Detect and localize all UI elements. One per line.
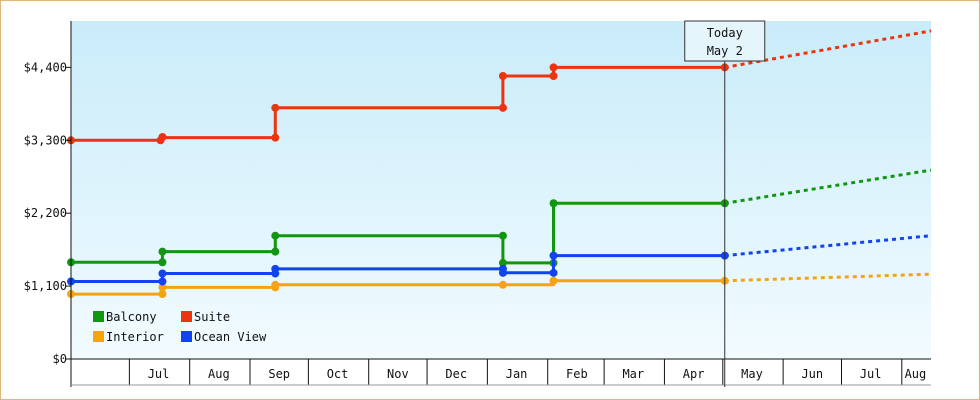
data-point-suite	[158, 132, 167, 141]
x-tick-label: Mar	[622, 367, 644, 381]
plot-area	[71, 21, 931, 359]
data-point-suite	[549, 72, 558, 81]
today-date: May 2	[707, 44, 743, 58]
data-point-suite	[498, 103, 507, 112]
y-tick-label: $0	[53, 352, 67, 366]
data-point-interior	[549, 276, 558, 285]
data-point-ocean-view	[549, 268, 558, 277]
series-balcony	[67, 168, 932, 267]
x-tick-label: Jun	[801, 367, 823, 381]
x-tick-label: Dec	[445, 367, 467, 381]
legend-swatch-ocean-view	[181, 331, 192, 342]
data-point-balcony	[158, 247, 167, 256]
data-point-interior	[158, 290, 167, 299]
x-tick-label: Apr	[683, 367, 705, 381]
data-point-ocean-view	[498, 268, 507, 277]
data-point-suite	[549, 63, 558, 72]
x-tick-label: Aug	[208, 367, 230, 381]
y-tick-label: $3,300	[24, 133, 67, 147]
data-point-ocean-view	[158, 269, 167, 278]
y-tick-label: $2,200	[24, 206, 67, 220]
series-forecast-interior	[724, 272, 932, 283]
series-forecast-balcony	[724, 168, 932, 205]
x-tick-label: May	[741, 367, 763, 381]
x-tick-label: Oct	[327, 367, 349, 381]
legend-swatch-balcony	[93, 311, 104, 322]
legend-label-ocean-view: Ocean View	[194, 330, 267, 344]
legend-label-balcony: Balcony	[106, 310, 157, 324]
series-forecast-ocean-view	[724, 234, 932, 258]
data-point-ocean-view	[549, 251, 558, 260]
month-bands	[128, 359, 903, 385]
data-point-ocean-view	[158, 277, 167, 286]
today-marker: Today May 2	[684, 20, 766, 387]
data-point-ocean-view	[271, 264, 280, 273]
today-label-box	[684, 20, 766, 62]
legend: Balcony Suite Interior Ocean View	[93, 310, 267, 344]
data-point-suite	[498, 72, 507, 81]
data-point-balcony	[498, 258, 507, 267]
x-tick-label: Jan	[506, 367, 528, 381]
data-point-suite	[271, 103, 280, 112]
x-tick-label: Sep	[268, 367, 290, 381]
data-point-balcony	[498, 231, 507, 240]
data-point-interior	[498, 280, 507, 289]
data-point-interior	[271, 280, 280, 289]
axis-layer: $0 $1,100 $2,200 $3,300 $4,400 Jul Aug Sep Oct No…	[24, 21, 931, 387]
y-tick-label: $4,400	[24, 60, 67, 74]
today-label: Today	[707, 26, 743, 40]
data-point-balcony	[271, 247, 280, 256]
data-point-suite	[271, 133, 280, 142]
legend-label-interior: Interior	[106, 330, 164, 344]
x-tick-label: Aug	[905, 367, 927, 381]
data-point-balcony	[549, 199, 558, 208]
x-tick-label: Nov	[387, 367, 409, 381]
data-point-balcony	[271, 231, 280, 240]
y-tick-label: $1,100	[24, 279, 67, 293]
legend-label-suite: Suite	[194, 310, 230, 324]
series-ocean-view	[67, 234, 932, 286]
x-tick-label: Jul	[860, 367, 882, 381]
legend-swatch-interior	[93, 331, 104, 342]
x-tick-label: Jul	[148, 367, 170, 381]
data-point-interior	[158, 283, 167, 292]
legend-swatch-suite	[181, 311, 192, 322]
x-tick-label: Feb	[566, 367, 588, 381]
data-point-balcony	[158, 258, 167, 267]
series-line-balcony	[71, 201, 725, 265]
